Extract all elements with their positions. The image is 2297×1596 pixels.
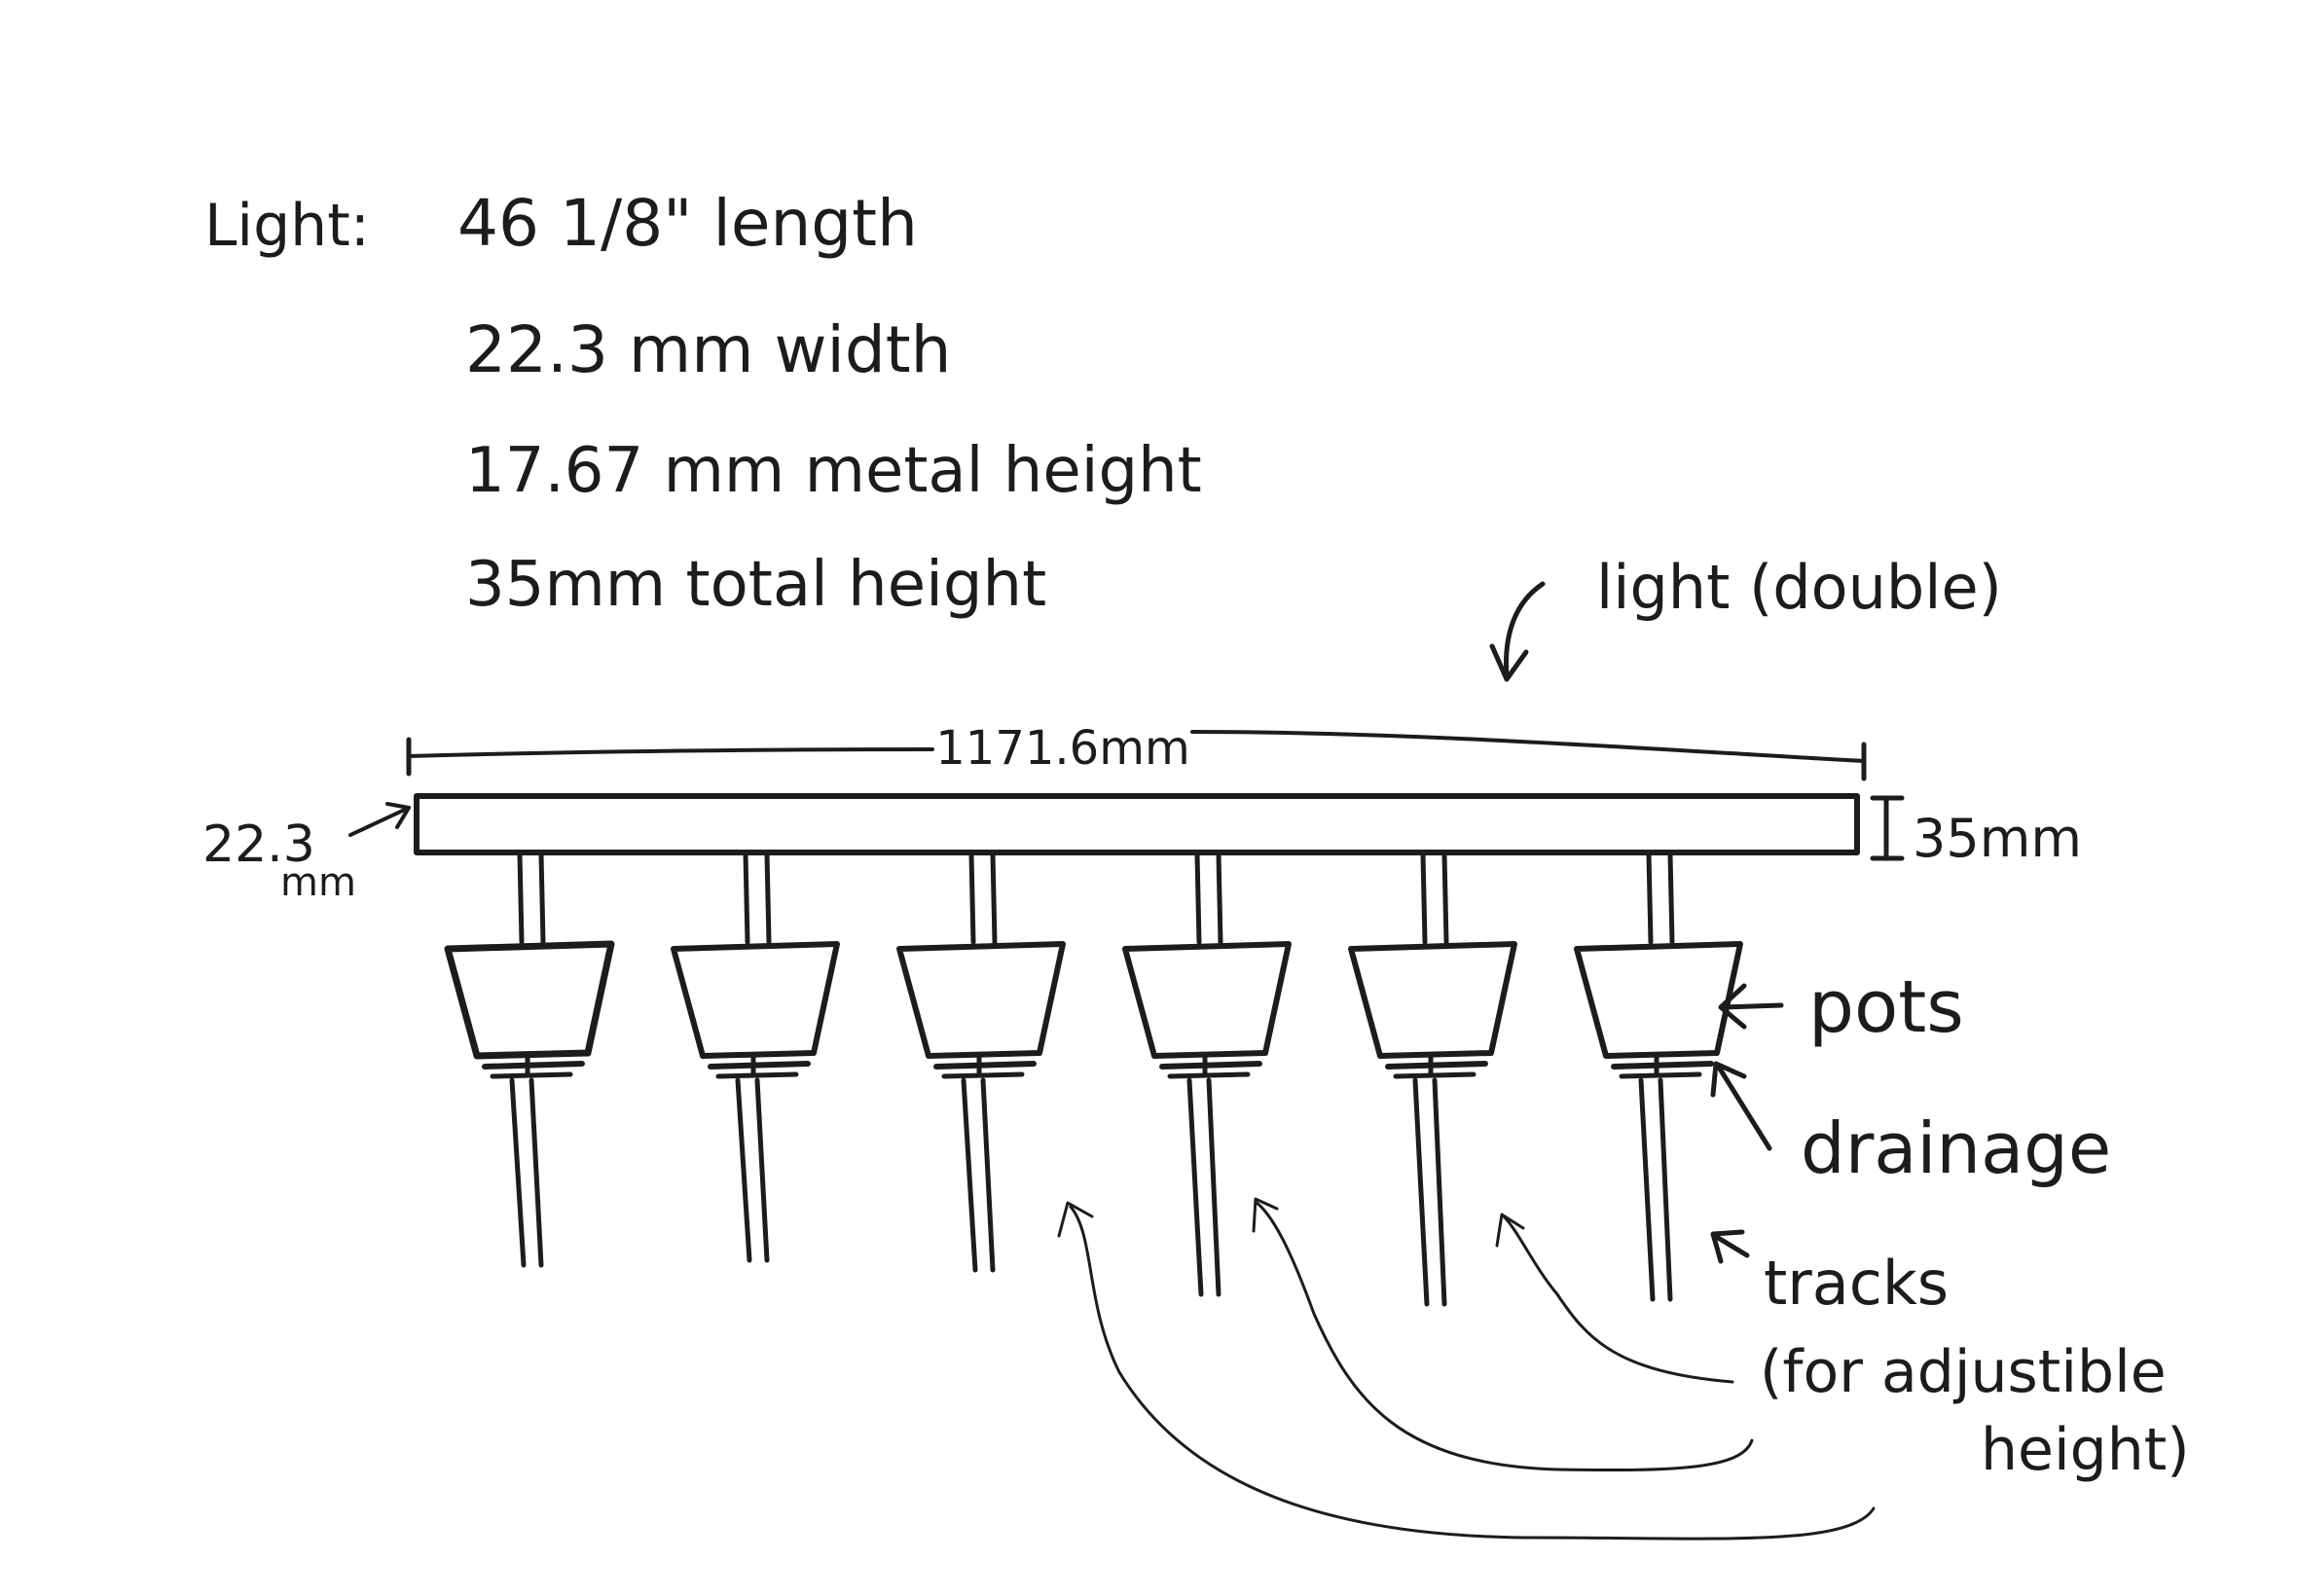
spec-total-height: 35mm total height (465, 549, 1046, 621)
tracks-callout: tracks (for adjustible height) (1057, 1197, 2190, 1541)
track-arrow-1 (1069, 1205, 1876, 1541)
spec-notes: Light: 46 1/8" length 22.3 mm width 17.6… (204, 186, 1202, 621)
pot (1348, 941, 1517, 1059)
drainage-base (715, 1071, 799, 1079)
hanger-rod (1646, 852, 1654, 945)
drainage-base (1167, 1071, 1251, 1079)
track-rod (509, 1077, 527, 1268)
drainage-plate (482, 1061, 585, 1070)
pot-unit (1348, 852, 1517, 1307)
width-dimension: 22.3 mm (202, 802, 411, 905)
pot-row (444, 852, 1743, 1307)
pot-unit (1574, 852, 1743, 1302)
pot-unit (444, 852, 615, 1268)
pot-unit (671, 852, 840, 1263)
track-rod (754, 1077, 770, 1263)
hanger-rod (990, 852, 998, 945)
pot (671, 941, 840, 1059)
light-bar (414, 793, 1860, 855)
pot-unit (1122, 852, 1292, 1297)
drainage-callout: drainage (1710, 1061, 2111, 1189)
drainage-base (490, 1071, 573, 1079)
track-rod (1206, 1077, 1221, 1297)
spec-length: 46 1/8" length (457, 186, 918, 261)
track-rod (980, 1077, 996, 1273)
spec-width: 22.3 mm width (465, 312, 951, 387)
drainage-base (1393, 1071, 1477, 1079)
drainage-plate (1385, 1061, 1488, 1070)
length-dimension: 1171.6mm (406, 721, 1867, 781)
pot-unit (896, 852, 1066, 1273)
pot (1574, 941, 1743, 1059)
hanger-rod (1216, 852, 1223, 945)
spec-metal-height: 17.67 mm metal height (465, 435, 1202, 507)
tracks-label: tracks (1764, 1248, 1949, 1319)
drainage-plate (708, 1061, 811, 1070)
drainage-plate (1611, 1061, 1714, 1070)
pots-label: pots (1808, 965, 1964, 1049)
tracks-note-line2: height) (1981, 1416, 2190, 1484)
light-label: light (double) (1596, 552, 2002, 623)
track-rod (735, 1077, 752, 1263)
light-callout: light (double) (1489, 552, 2002, 682)
light-arrow-head (1489, 643, 1529, 682)
hanger-rod (1441, 852, 1449, 945)
hanger-rod (764, 852, 772, 945)
spec-label: Light: (204, 192, 370, 260)
track-rod (1412, 1077, 1430, 1307)
track-rod (1186, 1077, 1204, 1297)
drainage-base (941, 1071, 1025, 1079)
hanger-rod (1420, 852, 1428, 945)
width-dim-value: 22.3 (202, 816, 315, 874)
track-rod (1432, 1077, 1447, 1307)
tracks-note-line1: (for adjustible (1760, 1338, 2167, 1406)
height-dim-label: 35mm (1913, 808, 2082, 869)
hanger-rod (968, 852, 976, 945)
light-arrow (1504, 581, 1546, 679)
track-rod (1658, 1077, 1673, 1302)
hanger-rod (517, 852, 525, 945)
pot (444, 940, 615, 1060)
track-rod (1638, 1077, 1656, 1302)
track-rod (529, 1077, 544, 1268)
width-dim-unit: mm (280, 860, 356, 905)
length-dim-label: 1171.6mm (935, 721, 1189, 776)
drainage-base (1619, 1071, 1702, 1079)
hanger-rod (538, 852, 546, 945)
track-arrow-4 (1502, 1215, 1734, 1384)
drainage-label: drainage (1801, 1107, 2111, 1189)
hanger-rod (743, 852, 750, 945)
pot (1122, 941, 1292, 1059)
pot (896, 941, 1066, 1059)
drainage-plate (933, 1061, 1037, 1070)
track-rod (961, 1077, 978, 1273)
hanger-rod (1194, 852, 1202, 945)
height-dimension: 35mm (1870, 795, 2082, 869)
track-arrow-3 (1254, 1200, 1754, 1472)
drainage-plate (1159, 1061, 1262, 1070)
pots-callout: pots (1718, 965, 1964, 1049)
hanger-rod (1667, 852, 1675, 945)
